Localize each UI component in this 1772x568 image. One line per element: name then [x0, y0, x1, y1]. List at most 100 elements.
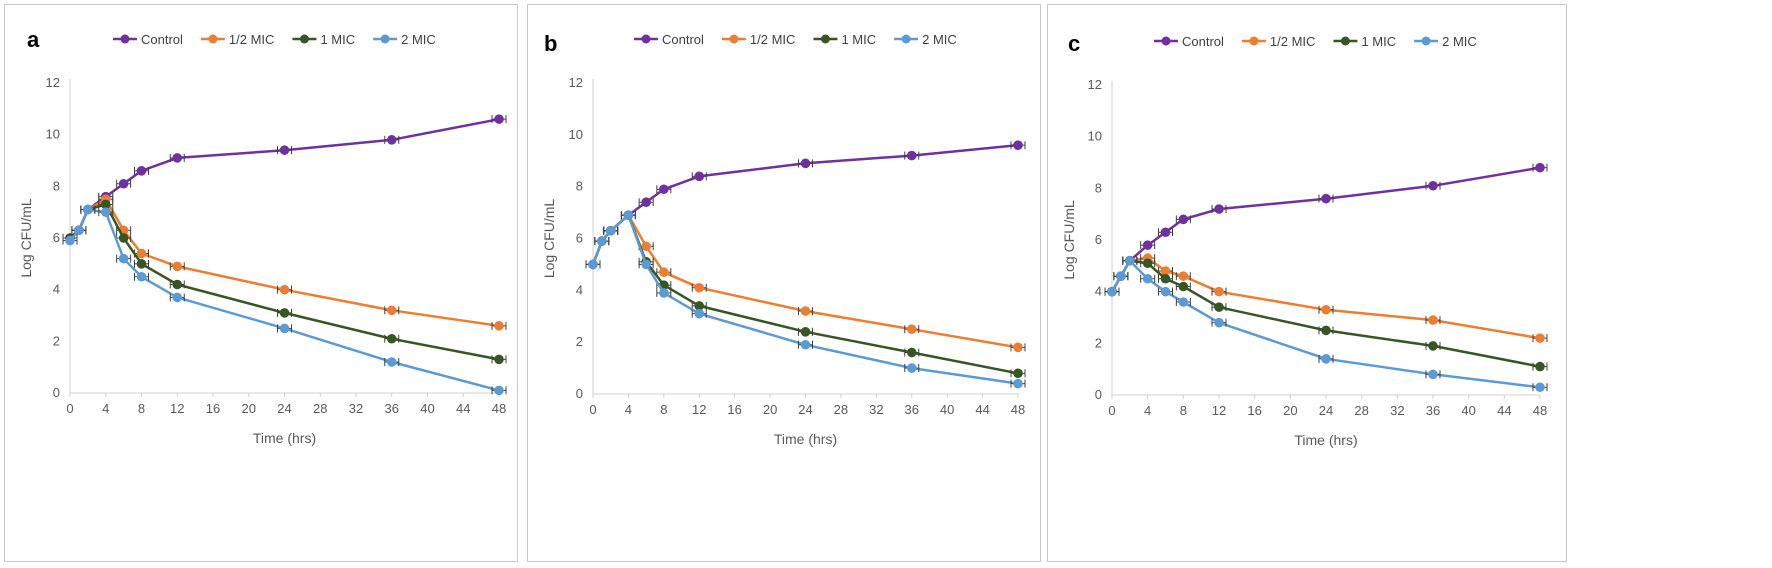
data-point	[1178, 281, 1189, 292]
x-tick-label: 12	[170, 401, 184, 416]
data-point	[906, 324, 917, 335]
legend-item-1-2-mic: 1/2 MIC	[721, 32, 796, 47]
data-point	[172, 153, 183, 163]
x-tick-label: 44	[975, 402, 989, 417]
y-tick-label: 10	[569, 127, 583, 142]
data-point	[1535, 361, 1545, 372]
data-point	[906, 347, 917, 358]
legend-label: 1/2 MIC	[750, 32, 796, 47]
legend-marker	[380, 34, 390, 44]
panel-label: b	[544, 31, 557, 56]
x-tick-label: 32	[349, 401, 363, 416]
data-point	[1428, 341, 1438, 351]
data-point	[279, 145, 290, 155]
data-point	[1428, 369, 1438, 380]
series-line	[591, 213, 1019, 385]
panel-label: a	[27, 27, 40, 52]
data-point	[1321, 304, 1331, 315]
x-tick-label: 32	[869, 402, 883, 417]
chart-panel-a: a Control 1/2 MIC 1 MIC 2 MIC 0 2 4 6 8 10 12 0 4 8 12 1…	[4, 4, 518, 562]
data-point	[1013, 368, 1023, 379]
data-point	[494, 354, 504, 365]
legend-item-1-2-mic: 1/2 MIC	[1241, 34, 1315, 49]
data-point	[386, 305, 397, 316]
legend-marker	[1340, 36, 1350, 46]
data-point	[279, 284, 290, 295]
x-tick-label: 12	[1212, 403, 1226, 418]
data-point	[1178, 214, 1189, 225]
data-point	[1178, 297, 1189, 307]
x-tick-label: 20	[763, 402, 777, 417]
data-point	[1321, 325, 1331, 336]
legend-label: 1 MIC	[841, 32, 876, 47]
legend-item-1-mic: 1 MIC	[813, 32, 876, 47]
data-point	[65, 235, 75, 246]
x-tick-label: 20	[242, 401, 256, 416]
y-tick-label: 8	[1095, 180, 1102, 195]
legend-label: Control	[141, 32, 183, 47]
data-point	[172, 292, 183, 303]
data-point	[1214, 204, 1224, 214]
data-point	[641, 259, 651, 270]
y-tick-label: 4	[53, 282, 60, 297]
data-point	[1013, 140, 1023, 150]
data-point	[386, 135, 397, 145]
x-tick-label: 32	[1390, 403, 1404, 418]
series-1-mic	[585, 210, 1026, 379]
legend-marker	[299, 34, 309, 44]
legend-marker	[208, 34, 218, 44]
series-1-mic	[62, 199, 507, 365]
x-tick-label: 16	[1247, 403, 1261, 418]
data-point	[800, 158, 811, 169]
data-point	[1321, 193, 1331, 204]
legend-label: 2 MIC	[922, 32, 957, 47]
legend-marker	[901, 34, 911, 44]
data-point	[800, 306, 811, 316]
legend-marker	[1161, 36, 1171, 46]
data-point	[386, 333, 397, 344]
x-tick-label: 44	[456, 401, 470, 416]
series-2-mic	[1104, 255, 1548, 393]
legend-item-control: Control	[634, 32, 704, 47]
legend-marker	[729, 34, 739, 44]
data-point	[118, 253, 129, 264]
legend-item-1-2-mic: 1/2 MIC	[200, 32, 274, 47]
data-point	[100, 199, 111, 210]
data-point	[279, 323, 290, 334]
data-point	[1214, 302, 1224, 312]
data-point	[136, 248, 147, 259]
data-point	[1013, 378, 1023, 389]
x-tick-label: 40	[1461, 403, 1475, 418]
data-point	[1116, 271, 1126, 281]
data-point	[118, 178, 129, 189]
x-tick-label: 4	[1144, 403, 1151, 418]
data-point	[136, 271, 147, 282]
data-point	[1214, 286, 1224, 297]
y-tick-label: 4	[576, 282, 583, 297]
x-tick-label: 44	[1497, 403, 1511, 418]
x-axis-title: Time (hrs)	[253, 430, 316, 446]
data-point	[597, 236, 607, 246]
legend-item-1-mic: 1 MIC	[1333, 34, 1396, 49]
data-point	[1160, 266, 1171, 276]
data-point	[906, 150, 917, 161]
data-point	[1321, 354, 1331, 364]
y-axis-title: Log CFU/mL	[541, 199, 557, 279]
y-tick-label: 2	[1095, 335, 1102, 350]
legend-item-2-mic: 2 MIC	[1414, 34, 1477, 49]
y-tick-label: 6	[576, 231, 583, 246]
data-point	[800, 327, 811, 337]
data-point	[641, 241, 651, 252]
y-axis-title: Log CFU/mL	[1061, 200, 1077, 280]
data-point	[494, 385, 504, 396]
data-point	[694, 308, 705, 319]
data-point	[118, 233, 129, 243]
y-tick-label: 12	[569, 75, 583, 90]
x-tick-label: 12	[692, 402, 706, 417]
data-point	[659, 267, 669, 277]
x-tick-label: 36	[905, 402, 919, 417]
series-control	[1104, 162, 1548, 297]
x-tick-label: 4	[625, 402, 632, 417]
